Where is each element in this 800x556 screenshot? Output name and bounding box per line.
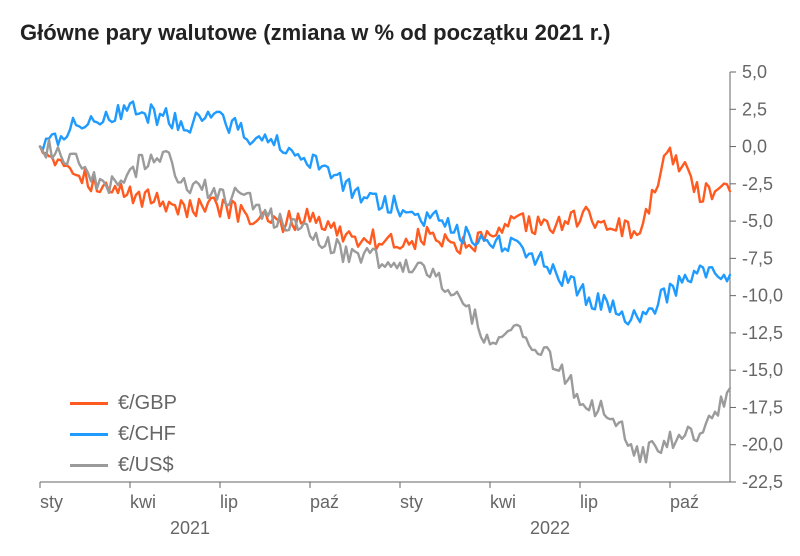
svg-text:paź: paź	[670, 492, 699, 512]
legend-swatch-eur_chf	[70, 433, 108, 436]
svg-text:-17,5: -17,5	[742, 397, 783, 417]
svg-text:lip: lip	[580, 492, 598, 512]
chart-plot-area: 5,0 2,5 0,0 -2,5 -5,0 -7,5 -10,0 -12,5 -15,0 -17,…	[10, 54, 790, 554]
svg-text:-7,5: -7,5	[742, 248, 773, 268]
svg-text:sty: sty	[40, 492, 63, 512]
svg-text:-20,0: -20,0	[742, 435, 783, 455]
svg-text:5,0: 5,0	[742, 62, 767, 82]
svg-text:-12,5: -12,5	[742, 323, 783, 343]
legend-swatch-eur_usd	[70, 464, 108, 467]
svg-text:-15,0: -15,0	[742, 360, 783, 380]
svg-text:2,5: 2,5	[742, 99, 767, 119]
series-line-eur_chf	[40, 102, 730, 325]
svg-text:kwi: kwi	[130, 492, 156, 512]
svg-text:2022: 2022	[530, 518, 570, 538]
legend-item-eur_gbp: €/GBP	[70, 392, 177, 415]
legend-label-eur_chf: €/CHF	[118, 423, 176, 446]
legend-label-eur_usd: €/US$	[118, 454, 174, 477]
legend-swatch-eur_gbp	[70, 402, 108, 405]
svg-text:2021: 2021	[170, 518, 210, 538]
chart-legend: €/GBP €/CHF €/US$	[70, 392, 177, 477]
chart-title: Główne pary walutowe (zmiana w % od pocz…	[10, 20, 790, 54]
chart-container: Główne pary walutowe (zmiana w % od pocz…	[0, 0, 800, 556]
legend-item-eur_usd: €/US$	[70, 454, 177, 477]
svg-text:-2,5: -2,5	[742, 174, 773, 194]
svg-text:-10,0: -10,0	[742, 286, 783, 306]
svg-text:0,0: 0,0	[742, 137, 767, 157]
line-chart-svg: 5,0 2,5 0,0 -2,5 -5,0 -7,5 -10,0 -12,5 -15,0 -17,…	[10, 54, 790, 554]
svg-text:sty: sty	[400, 492, 423, 512]
legend-label-eur_gbp: €/GBP	[118, 392, 177, 415]
svg-text:-22,5: -22,5	[742, 472, 783, 492]
svg-text:paź: paź	[310, 492, 339, 512]
svg-text:-5,0: -5,0	[742, 211, 773, 231]
svg-text:kwi: kwi	[490, 492, 516, 512]
svg-text:lip: lip	[220, 492, 238, 512]
legend-item-eur_chf: €/CHF	[70, 423, 177, 446]
